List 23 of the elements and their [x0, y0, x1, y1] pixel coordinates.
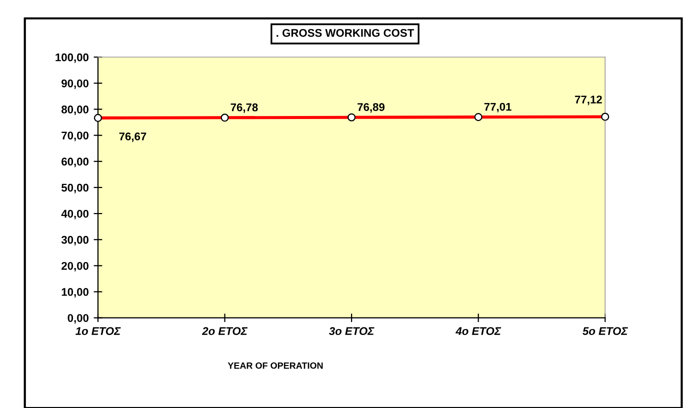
y-tick-label: 90,00 [62, 79, 88, 89]
y-tick-label: 50,00 [61, 184, 88, 194]
x-tick-label: 3o ΕΤΟΣ [329, 327, 374, 336]
chart-title: . GROSS WORKING COST [276, 28, 414, 37]
data-label: 77,12 [575, 96, 602, 106]
y-tick-label: 20,00 [62, 262, 88, 272]
x-tick-label: 1o ΕΤΟΣ [76, 327, 121, 336]
x-tick-label: 2o ΕΤΟΣ [202, 327, 248, 336]
y-tick-label: 10,00 [62, 288, 88, 298]
data-label: 76,67 [119, 132, 146, 142]
y-tick-label: 100,00 [56, 53, 88, 63]
x-axis-title: YEAR OF OPERATION [228, 362, 323, 369]
y-tick-label: 60,00 [62, 158, 88, 168]
data-label: 76,78 [230, 103, 258, 113]
y-tick-label: 0,00 [68, 314, 88, 324]
data-label: 76,89 [358, 103, 385, 113]
data-label: 77,01 [484, 102, 512, 112]
y-tick-label: 80,00 [62, 106, 88, 116]
y-tick-label: 40,00 [61, 210, 88, 220]
x-tick-label: 4o ΕΤΟΣ [456, 327, 502, 336]
y-tick-label: 30,00 [61, 236, 88, 246]
x-tick-label: 5o ΕΤΟΣ [582, 327, 628, 336]
y-tick-label: 70,00 [62, 132, 88, 142]
